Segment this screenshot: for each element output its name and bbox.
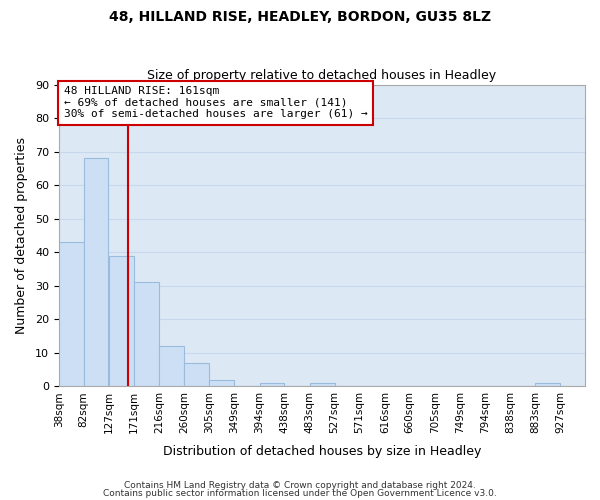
Text: Contains HM Land Registry data © Crown copyright and database right 2024.: Contains HM Land Registry data © Crown c…: [124, 481, 476, 490]
Bar: [535, 383, 560, 386]
Text: Contains public sector information licensed under the Open Government Licence v3: Contains public sector information licen…: [103, 488, 497, 498]
Text: 48, HILLAND RISE, HEADLEY, BORDON, GU35 8LZ: 48, HILLAND RISE, HEADLEY, BORDON, GU35 …: [109, 10, 491, 24]
X-axis label: Distribution of detached houses by size in Headley: Distribution of detached houses by size …: [163, 444, 481, 458]
Bar: [83, 158, 109, 386]
Bar: [134, 282, 158, 387]
Bar: [59, 242, 83, 386]
Y-axis label: Number of detached properties: Number of detached properties: [15, 137, 28, 334]
Bar: [159, 346, 184, 387]
Text: 48 HILLAND RISE: 161sqm
← 69% of detached houses are smaller (141)
30% of semi-d: 48 HILLAND RISE: 161sqm ← 69% of detache…: [64, 86, 368, 120]
Bar: [184, 363, 209, 386]
Bar: [109, 256, 134, 386]
Bar: [310, 383, 335, 386]
Bar: [260, 383, 284, 386]
Bar: [209, 380, 234, 386]
Title: Size of property relative to detached houses in Headley: Size of property relative to detached ho…: [148, 69, 496, 82]
